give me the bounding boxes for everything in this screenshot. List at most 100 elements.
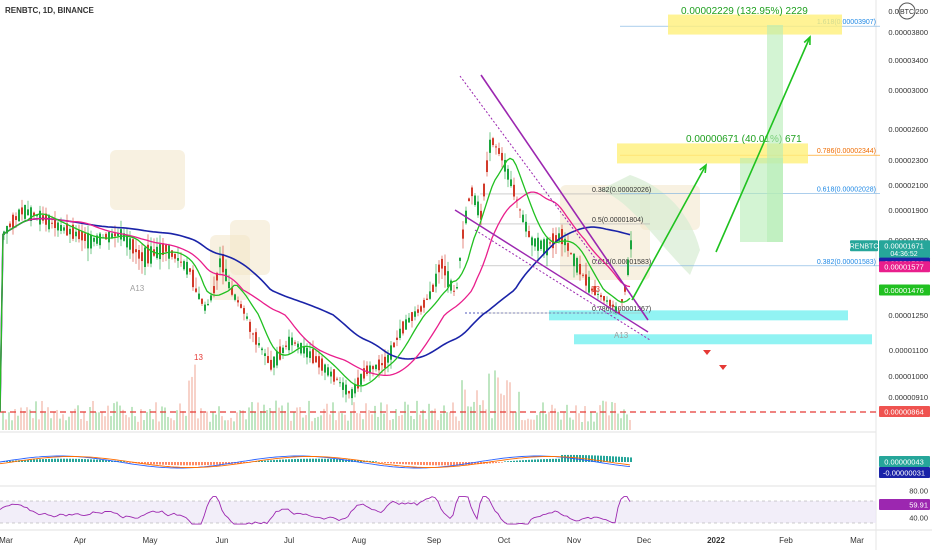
macd-histogram-bar: [501, 462, 503, 463]
candle-body: [294, 342, 296, 344]
macd-histogram-bar: [141, 462, 143, 464]
macd-histogram-bar: [456, 462, 458, 466]
macd-histogram-bar: [213, 462, 215, 465]
candle-body: [414, 311, 416, 317]
macd-histogram-bar: [201, 462, 203, 466]
price-marker-label: 0.00001577: [884, 263, 924, 272]
candle-body: [408, 317, 410, 323]
support-zone-box: [574, 334, 872, 345]
channel-dotted-line: [459, 75, 601, 266]
macd-histogram-bar: [168, 462, 170, 465]
candle-body: [27, 209, 29, 216]
macd-histogram-bar: [549, 458, 551, 462]
volume-bar: [581, 421, 583, 430]
candle-body: [591, 288, 593, 291]
macd-histogram-bar: [462, 462, 464, 465]
candle-body: [105, 233, 107, 240]
fib-label: 0.382(0.00002026): [592, 187, 651, 194]
volume-bar: [74, 408, 76, 430]
candle-body: [528, 231, 530, 238]
signal-marker: A13: [130, 284, 145, 293]
macd-histogram-bar: [96, 459, 98, 462]
macd-histogram-bar: [312, 458, 314, 462]
target-box: [668, 14, 842, 35]
macd-pane: [0, 454, 632, 469]
candle-body: [12, 214, 14, 228]
candle-body: [72, 224, 74, 239]
candle-body: [255, 332, 257, 345]
candle-body: [39, 210, 41, 225]
candle-body: [93, 237, 95, 242]
macd-histogram-bar: [606, 455, 608, 462]
macd-histogram-bar: [138, 462, 140, 464]
volume-bar: [269, 408, 271, 430]
macd-histogram-bar: [180, 462, 182, 466]
macd-histogram-bar: [438, 462, 440, 466]
projection-arrow-line: [631, 164, 707, 301]
macd-histogram-bar: [297, 458, 299, 462]
macd-histogram-bar: [564, 454, 566, 462]
volume-bar: [308, 400, 310, 430]
macd-histogram-bar: [627, 457, 629, 462]
candle-body: [372, 366, 374, 370]
volume-bar: [473, 401, 475, 430]
currency-badge[interactable]: BTC: [898, 2, 916, 20]
volume-bar: [566, 404, 568, 430]
macd-histogram-bar: [519, 460, 521, 462]
candle-body: [165, 244, 167, 252]
candle-body: [159, 244, 161, 260]
time-axis[interactable]: Mar Apr May Jun Jul Aug Sep Oct Nov Dec 2022 Feb Mar: [0, 536, 864, 545]
macd-histogram-bar: [477, 462, 479, 465]
macd-histogram-bar: [93, 459, 95, 462]
volume-bar: [206, 411, 208, 430]
macd-histogram-bar: [42, 459, 44, 462]
volume-bar: [32, 418, 34, 430]
macd-histogram-bar: [126, 462, 128, 463]
macd-histogram-bar: [300, 458, 302, 462]
candle-body: [33, 212, 35, 216]
candle-body: [354, 384, 356, 394]
down-arrow-icon: [703, 350, 711, 355]
macd-histogram-bar: [270, 460, 272, 462]
candle-body: [219, 258, 221, 268]
volume-bar: [401, 414, 403, 430]
volume-bar: [467, 406, 469, 430]
volume-bar: [47, 407, 49, 430]
volume-bar: [86, 420, 88, 430]
candle-body: [138, 250, 140, 259]
volume-bar: [470, 406, 472, 430]
candle-body: [240, 304, 242, 308]
candle-body: [63, 227, 65, 231]
volume-bar: [350, 411, 352, 430]
volume-bar: [215, 414, 217, 430]
macd-histogram-bar: [204, 462, 206, 466]
time-tick-label: Feb: [779, 536, 793, 545]
volume-bar: [263, 404, 265, 430]
macd-histogram-bar: [288, 459, 290, 462]
candle-body: [594, 286, 596, 296]
volume-bar: [236, 412, 238, 430]
volume-bar: [341, 413, 343, 430]
macd-histogram-bar: [36, 459, 38, 462]
volume-bar: [431, 410, 433, 430]
price-marker-label: 0.00000864: [884, 408, 924, 417]
volume-bar: [446, 412, 448, 430]
volume-bar: [320, 415, 322, 430]
candle-body: [36, 215, 38, 217]
macd-histogram-bar: [261, 460, 263, 462]
volume-bar: [317, 416, 319, 430]
macd-histogram-bar: [528, 459, 530, 462]
volume-bar: [569, 417, 571, 430]
candle-body: [342, 382, 344, 390]
candle-body: [252, 333, 254, 335]
macd-histogram-bar: [489, 462, 491, 464]
macd-histogram-bar: [357, 460, 359, 462]
volume-bar: [98, 412, 100, 430]
time-tick-label: Mar: [850, 536, 864, 545]
macd-histogram-bar: [621, 456, 623, 462]
volume-bar: [377, 416, 379, 430]
volume-bar: [554, 408, 556, 430]
macd-histogram-bar: [414, 462, 416, 465]
macd-histogram-bar: [453, 462, 455, 466]
